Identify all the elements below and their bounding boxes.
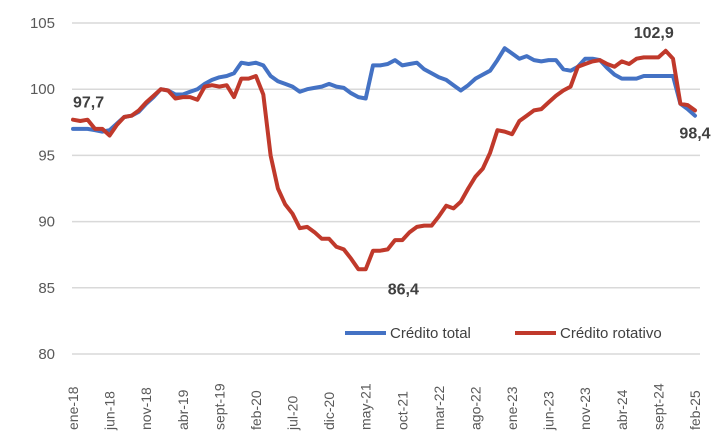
- x-tick-label: oct-21: [394, 391, 410, 430]
- x-tick-label: ago-22: [467, 386, 483, 430]
- x-tick-label: abr-24: [614, 389, 630, 430]
- y-tick-label: 105: [30, 15, 55, 32]
- data-label: 102,9: [634, 25, 674, 42]
- legend-label-credito-total: Crédito total: [390, 325, 471, 342]
- x-tick-label: dic-20: [321, 392, 337, 430]
- x-tick-label: sept-24: [650, 383, 666, 430]
- y-tick-label: 90: [38, 214, 55, 231]
- y-axis-ticks: 80 85 90 95 100 105: [30, 15, 55, 363]
- x-axis-ticks: ene-18 jun-18 nov-18 abr-19 sept-19 feb-20 jul…: [65, 383, 703, 431]
- x-tick-label: sept-19: [211, 383, 227, 430]
- data-label: 98,4: [679, 125, 710, 142]
- x-tick-label: ene-18: [65, 386, 81, 430]
- x-tick-label: jun-23: [541, 391, 557, 431]
- x-tick-label: feb-25: [687, 390, 703, 430]
- series-line-credito-total: [71, 46, 697, 134]
- data-label: 97,7: [73, 95, 104, 112]
- legend: Crédito total Crédito rotativo: [345, 325, 662, 342]
- x-tick-label: nov-23: [577, 387, 593, 430]
- legend-label-credito-rotativo: Crédito rotativo: [560, 325, 662, 342]
- series-lines: [71, 46, 697, 272]
- x-tick-label: nov-18: [138, 387, 154, 430]
- x-tick-label: feb-20: [248, 390, 264, 430]
- y-tick-label: 100: [30, 81, 55, 98]
- x-tick-label: ene-23: [504, 386, 520, 430]
- y-tick-label: 80: [38, 346, 55, 363]
- y-tick-label: 85: [38, 280, 55, 297]
- x-tick-label: jul-20: [285, 396, 301, 431]
- gridlines: [72, 22, 700, 355]
- x-tick-label: abr-19: [175, 389, 191, 430]
- x-tick-label: mar-22: [431, 385, 447, 430]
- y-tick-label: 95: [38, 147, 55, 164]
- series-line-credito-rotativo: [71, 48, 697, 272]
- x-tick-label: may-21: [358, 383, 374, 430]
- annotations: 97,7 86,4 102,9 98,4: [73, 25, 711, 298]
- data-label: 86,4: [388, 281, 419, 298]
- x-tick-label: jun-18: [102, 391, 118, 431]
